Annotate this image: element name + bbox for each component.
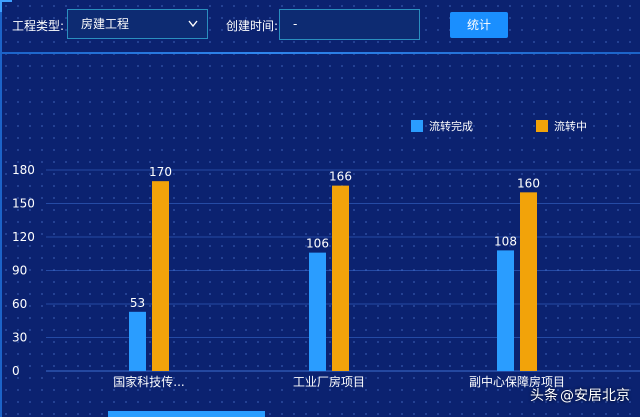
- data-label: 53: [130, 296, 145, 310]
- project-type-select[interactable]: 房建工程: [67, 9, 208, 39]
- panel-corner-decoration: [0, 0, 12, 12]
- legend-label-completed: 流转完成: [429, 120, 473, 133]
- y-tick-label: 180: [12, 163, 35, 177]
- chevron-down-icon: [188, 10, 198, 38]
- legend-swatch-in-progress: [536, 120, 548, 132]
- data-label: 106: [306, 237, 329, 251]
- watermark-text: @安居北京: [560, 388, 630, 404]
- legend-label-in-progress: 流转中: [554, 120, 587, 133]
- bar-completed: [497, 250, 514, 371]
- bar-completed: [309, 252, 326, 371]
- bar-in-progress: [332, 185, 349, 371]
- created-time-range-input[interactable]: -: [279, 9, 420, 40]
- bar-in-progress: [520, 192, 537, 371]
- legend-swatch-completed: [411, 120, 423, 132]
- bar-completed: [129, 311, 146, 371]
- legend-item-completed[interactable]: 流转完成: [411, 118, 473, 134]
- watermark-badge: 头条: [530, 388, 558, 404]
- panel-left-border: [0, 0, 2, 417]
- project-type-label: 工程类型:: [12, 19, 65, 33]
- data-label: 160: [517, 176, 540, 190]
- y-tick-label: 30: [12, 331, 27, 345]
- data-label: 108: [494, 234, 517, 248]
- bar-in-progress: [152, 181, 169, 371]
- bar-chart: 0 30 60 90 120 150 180 53 170 国家科技传... 106 166 工业厂房项…: [12, 163, 640, 389]
- y-tick-label: 0: [12, 364, 20, 378]
- horizontal-scrollbar[interactable]: [108, 411, 265, 417]
- x-tick-label: 副中心保障房项目: [469, 374, 565, 389]
- filter-toolbar: 工程类型: 房建工程 创建时间: - 统计: [0, 0, 640, 52]
- y-tick-label: 60: [12, 297, 27, 311]
- x-tick-label: 工业厂房项目: [293, 374, 365, 389]
- y-tick-label: 90: [12, 264, 27, 278]
- toolbar-divider: [0, 52, 640, 54]
- data-label: 166: [329, 170, 352, 184]
- stats-button[interactable]: 统计: [450, 12, 508, 38]
- legend-item-in-progress[interactable]: 流转中: [536, 118, 587, 134]
- project-type-value: 房建工程: [81, 17, 130, 31]
- created-time-value: -: [293, 17, 298, 31]
- watermark: 头条 @安居北京: [530, 385, 630, 405]
- y-tick-label: 150: [12, 197, 35, 211]
- y-tick-label: 120: [12, 230, 35, 244]
- created-time-label: 创建时间:: [226, 19, 279, 33]
- x-tick-label: 国家科技传...: [113, 374, 184, 389]
- data-label: 170: [149, 165, 172, 179]
